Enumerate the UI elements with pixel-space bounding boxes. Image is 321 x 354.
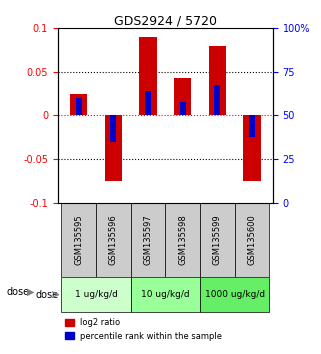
Text: ▶: ▶ bbox=[27, 287, 35, 297]
Bar bbox=[105, 115, 122, 181]
Bar bbox=[209, 46, 226, 115]
FancyBboxPatch shape bbox=[131, 202, 165, 277]
Bar bbox=[145, 91, 151, 115]
Text: GSM135600: GSM135600 bbox=[247, 215, 256, 265]
Bar bbox=[249, 115, 255, 137]
FancyBboxPatch shape bbox=[200, 202, 235, 277]
Text: GSM135596: GSM135596 bbox=[109, 215, 118, 265]
Bar bbox=[243, 115, 261, 181]
FancyBboxPatch shape bbox=[96, 202, 131, 277]
Bar bbox=[139, 37, 157, 115]
Bar bbox=[214, 85, 221, 115]
FancyBboxPatch shape bbox=[61, 202, 96, 277]
Text: GSM135595: GSM135595 bbox=[74, 215, 83, 265]
Bar bbox=[180, 102, 186, 115]
Title: GDS2924 / 5720: GDS2924 / 5720 bbox=[114, 14, 217, 27]
Text: dose: dose bbox=[35, 290, 58, 299]
Bar bbox=[174, 78, 191, 115]
FancyBboxPatch shape bbox=[200, 277, 269, 312]
FancyBboxPatch shape bbox=[165, 202, 200, 277]
FancyBboxPatch shape bbox=[131, 277, 200, 312]
Text: GSM135599: GSM135599 bbox=[213, 215, 222, 265]
Bar bbox=[75, 98, 82, 115]
Text: 10 ug/kg/d: 10 ug/kg/d bbox=[141, 290, 190, 299]
Legend: log2 ratio, percentile rank within the sample: log2 ratio, percentile rank within the s… bbox=[62, 315, 226, 344]
Text: dose: dose bbox=[6, 287, 30, 297]
Text: 1 ug/kg/d: 1 ug/kg/d bbox=[74, 290, 117, 299]
Text: 1000 ug/kg/d: 1000 ug/kg/d bbox=[204, 290, 265, 299]
Bar bbox=[110, 115, 116, 142]
Bar bbox=[70, 94, 87, 115]
Text: GSM135598: GSM135598 bbox=[178, 215, 187, 265]
FancyBboxPatch shape bbox=[61, 277, 131, 312]
Text: GSM135597: GSM135597 bbox=[143, 215, 152, 265]
FancyBboxPatch shape bbox=[235, 202, 269, 277]
